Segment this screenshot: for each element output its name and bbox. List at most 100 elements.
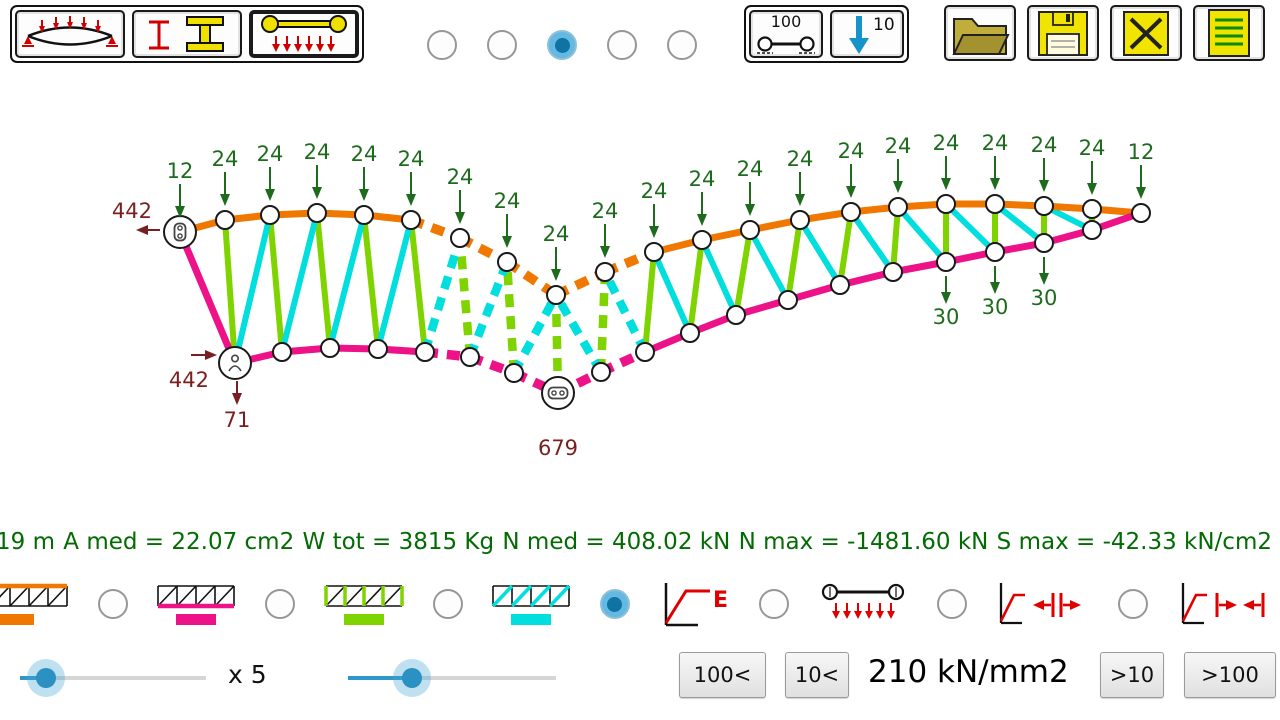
truss-node[interactable] [790, 210, 810, 230]
support-node-left-top[interactable] [163, 215, 197, 249]
truss-node[interactable] [1034, 196, 1054, 216]
truss-web-diagonal[interactable] [327, 212, 367, 351]
truss-web-diagonal[interactable] [510, 292, 560, 376]
truss-node[interactable] [740, 220, 760, 240]
load-multiplier-slider[interactable] [348, 656, 556, 700]
truss-web-vertical[interactable] [837, 209, 854, 288]
area-multiplier-slider[interactable] [20, 656, 206, 700]
truss-node[interactable] [260, 205, 280, 225]
truss-web-vertical[interactable] [687, 237, 705, 336]
truss-node[interactable] [591, 362, 611, 382]
truss-node[interactable] [215, 210, 235, 230]
mode-radio-top-chord[interactable] [97, 589, 128, 619]
truss-web-diagonal[interactable] [992, 201, 1047, 246]
view-radio-5[interactable] [667, 30, 697, 60]
decrease-10-button[interactable]: 10< [785, 652, 849, 698]
truss-web-vertical[interactable] [785, 217, 803, 303]
truss-node[interactable] [883, 262, 903, 282]
truss-node[interactable] [504, 363, 524, 383]
truss-web-vertical[interactable] [361, 212, 381, 352]
truss-node[interactable] [692, 230, 712, 250]
view-radio-1[interactable] [427, 30, 457, 60]
area-scale-button[interactable]: 100 [749, 10, 823, 58]
truss-node[interactable] [546, 285, 566, 305]
truss-node[interactable] [778, 290, 798, 310]
truss-node[interactable] [320, 338, 340, 358]
truss-end-post[interactable] [176, 228, 239, 367]
slider-track[interactable] [348, 676, 556, 680]
decrease-100-button[interactable]: 100< [679, 652, 766, 698]
truss-web-diagonal[interactable] [420, 236, 465, 354]
truss-node[interactable] [1131, 203, 1151, 223]
truss-node[interactable] [1082, 199, 1102, 219]
truss-node[interactable] [830, 275, 850, 295]
truss-node[interactable] [644, 242, 664, 262]
truss-web-diagonal[interactable] [747, 227, 791, 303]
truss-web-vertical[interactable] [642, 249, 657, 355]
mode-radio-verticals[interactable] [432, 589, 463, 619]
mode-radio-member-loads[interactable] [936, 589, 967, 619]
mode-radio-diagonals[interactable] [599, 589, 630, 619]
truss-web-vertical[interactable] [408, 217, 428, 355]
open-file-button[interactable] [944, 5, 1016, 61]
truss-node[interactable] [307, 203, 327, 223]
truss-node[interactable] [680, 323, 700, 343]
truss-web-diagonal[interactable] [699, 237, 739, 318]
truss-node[interactable] [354, 205, 374, 225]
truss-web-diagonal[interactable] [232, 212, 273, 366]
truss-web-vertical[interactable] [733, 227, 753, 318]
truss-node[interactable] [888, 197, 908, 217]
truss-web-diagonal[interactable] [651, 249, 693, 336]
view-radio-4[interactable] [607, 30, 637, 60]
truss-node[interactable] [635, 342, 655, 362]
report-button[interactable] [1193, 5, 1265, 61]
section-button[interactable] [132, 10, 242, 58]
support-node-middle[interactable] [541, 376, 575, 410]
slider-track[interactable] [20, 676, 206, 680]
loads-button[interactable] [249, 10, 359, 58]
truss-web-diagonal[interactable] [895, 204, 949, 265]
support-node-left-bottom[interactable] [218, 346, 252, 380]
truss-web-vertical[interactable] [455, 237, 475, 358]
view-radio-2[interactable] [487, 30, 517, 60]
truss-web-vertical[interactable] [222, 217, 238, 366]
truss-node[interactable] [1034, 233, 1054, 253]
increase-100-button[interactable]: >100 [1184, 652, 1276, 698]
save-file-button[interactable] [1027, 5, 1099, 61]
truss-node[interactable] [595, 262, 615, 282]
truss-web-diagonal[interactable] [848, 209, 896, 275]
truss-node[interactable] [272, 342, 292, 362]
increase-10-button[interactable]: >10 [1100, 652, 1164, 698]
truss-web-vertical[interactable] [314, 210, 333, 351]
mode-radio-tension-check[interactable] [1118, 589, 1149, 619]
truss-web-vertical[interactable] [596, 271, 610, 373]
truss-canvas[interactable]: 12 24 24 24 24 24 24 24 24 24 24 24 24 24 24 24 24 24 24 24… [0, 70, 1280, 528]
slider-thumb[interactable] [390, 656, 434, 700]
truss-node[interactable] [460, 347, 480, 367]
truss-web-vertical[interactable] [551, 294, 563, 394]
mode-radio-elastic-modulus[interactable] [759, 589, 790, 619]
truss-node[interactable] [726, 305, 746, 325]
geometry-button[interactable] [15, 10, 125, 58]
mode-radio-bottom-chord[interactable] [265, 589, 296, 619]
truss-node[interactable] [841, 202, 861, 222]
truss-node[interactable] [1082, 220, 1102, 240]
truss-node[interactable] [936, 252, 956, 272]
truss-node[interactable] [985, 194, 1005, 214]
truss-node[interactable] [497, 252, 517, 272]
truss-web-diagonal[interactable] [279, 210, 320, 355]
truss-node[interactable] [415, 342, 435, 362]
truss-node[interactable] [450, 228, 470, 248]
truss-web-vertical[interactable] [502, 261, 519, 374]
load-scale-button[interactable]: 10 [830, 10, 904, 58]
truss-node[interactable] [368, 339, 388, 359]
truss-web-vertical[interactable] [890, 204, 901, 275]
truss-web-diagonal[interactable] [943, 201, 998, 255]
truss-web-vertical[interactable] [267, 212, 285, 355]
truss-web-diagonal[interactable] [466, 260, 511, 359]
slider-thumb[interactable] [24, 656, 68, 700]
view-radio-3[interactable] [547, 30, 577, 60]
truss-web-diagonal[interactable] [797, 217, 843, 288]
delete-file-button[interactable] [1110, 5, 1182, 61]
truss-web-diagonal[interactable] [601, 270, 649, 354]
